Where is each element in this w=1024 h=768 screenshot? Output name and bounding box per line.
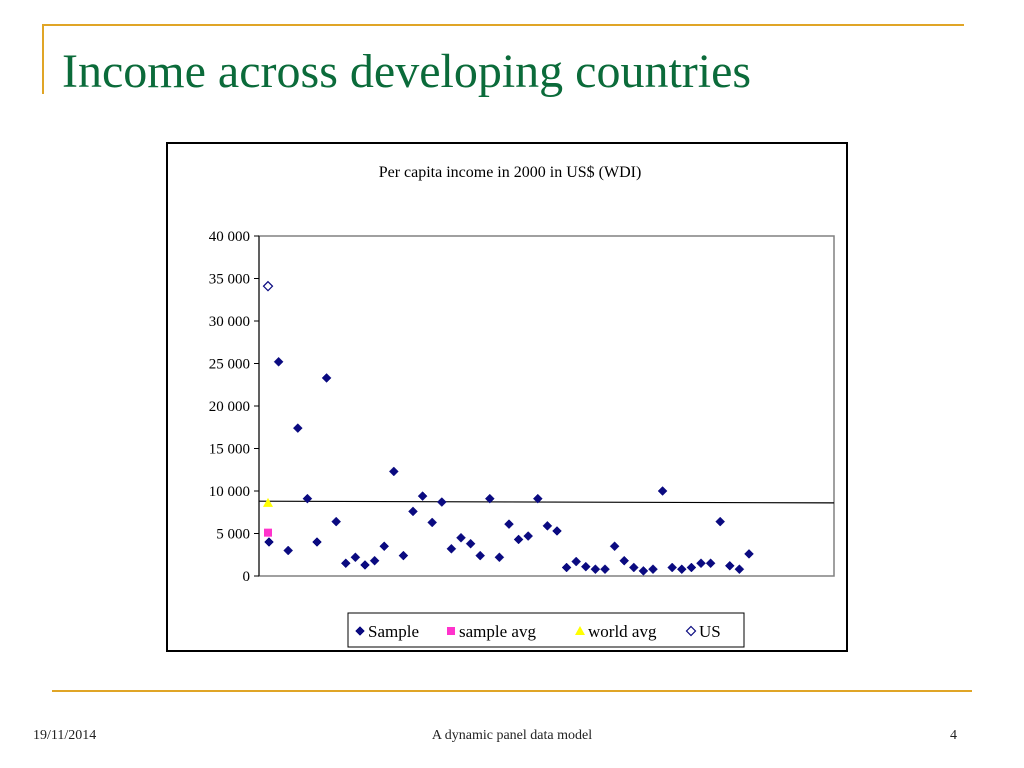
legend-marker-us [685, 625, 697, 637]
sample-point [398, 550, 409, 561]
sample-point [427, 517, 438, 528]
sample-point [619, 555, 630, 566]
sample-point [667, 562, 678, 573]
sample-point [312, 537, 322, 547]
footer-page-number: 4 [950, 728, 957, 743]
sample-point [388, 466, 399, 477]
y-tick-label: 40 000 [209, 229, 250, 245]
sample-point [657, 486, 668, 496]
world-avg-point [263, 497, 273, 507]
y-tick-label: 0 [243, 569, 251, 585]
sample-point [532, 493, 543, 504]
sample-point [504, 519, 514, 530]
legend-marker-sample-avg [447, 627, 455, 635]
sample-point [696, 558, 706, 569]
sample-avg-point [264, 528, 272, 537]
y-tick-label: 35 000 [209, 272, 250, 288]
accent-top-line [42, 24, 964, 26]
sample-point [494, 552, 505, 563]
sample-point [590, 564, 601, 575]
sample-point [350, 552, 361, 563]
sample-point [340, 558, 351, 569]
accent-left-bar [42, 24, 44, 94]
sample-point [379, 541, 390, 552]
legend-label: sample avg [459, 622, 536, 641]
accent-footer-line [52, 690, 972, 692]
y-tick-label: 25 000 [209, 357, 250, 373]
y-tick-label: 5 000 [216, 527, 250, 543]
y-tick-label: 20 000 [209, 399, 250, 415]
sample-point [676, 564, 687, 575]
data-points [262, 280, 754, 576]
sample-point [686, 562, 697, 573]
sample-point [321, 373, 332, 383]
sample-point [542, 520, 553, 531]
y-tick-label: 15 000 [209, 442, 250, 458]
sample-point [744, 549, 754, 559]
legend-marker-world-avg [575, 626, 585, 635]
legend-label: Sample [368, 622, 419, 641]
legend-marker-sample [355, 626, 365, 636]
scatter-chart: Per capita income in 2000 in US$ (WDI) 0… [209, 164, 835, 648]
sample-point [360, 560, 370, 570]
slide-title: Income across developing countries [62, 45, 752, 98]
sample-point [609, 541, 620, 552]
sample-point [446, 543, 457, 554]
sample-point [273, 356, 284, 367]
sample-point [513, 534, 524, 545]
sample-point [600, 564, 610, 575]
sample-point [369, 555, 380, 566]
sample-point [552, 526, 562, 536]
sample-point [715, 516, 726, 527]
y-tick-label: 10 000 [209, 484, 250, 500]
legend-box [347, 612, 745, 648]
chart-frame: Per capita income in 2000 in US$ (WDI) 0… [166, 142, 848, 652]
legend-label: US [699, 622, 721, 641]
sample-point [408, 506, 418, 517]
sample-point [484, 493, 495, 504]
sample-point [523, 531, 534, 541]
us-point [262, 280, 274, 292]
sample-point [302, 493, 313, 504]
y-axis-ticks: 0 5 000 10 000 15 000 20 000 25 000 30 000 35 0… [209, 229, 259, 585]
y-tick-label: 30 000 [209, 314, 250, 330]
sample-point [571, 556, 582, 567]
sample-point [456, 532, 466, 543]
sample-point [705, 558, 716, 569]
legend-label: world avg [588, 622, 657, 641]
footer-center: A dynamic panel data model [431, 728, 593, 743]
plot-area [258, 235, 835, 577]
footer-date: 19/11/2014 [33, 728, 97, 743]
sample-point [436, 497, 447, 507]
sample-point [734, 564, 745, 575]
sample-point [648, 564, 658, 575]
chart-title: Per capita income in 2000 in US$ (WDI) [379, 164, 642, 181]
world-avg-reference-line [258, 500, 835, 504]
sample-point [331, 516, 342, 527]
sample-point [475, 550, 486, 561]
sample-point [724, 560, 735, 571]
sample-point [628, 562, 639, 573]
legend: Sample sample avg world avg US [347, 612, 745, 648]
sample-point [465, 538, 476, 549]
sample-point [283, 545, 294, 556]
sample-point [638, 566, 649, 576]
sample-point [264, 537, 274, 547]
sample-point [292, 423, 303, 433]
sample-point [580, 561, 591, 572]
sample-point [417, 491, 428, 501]
sample-point [561, 562, 572, 573]
